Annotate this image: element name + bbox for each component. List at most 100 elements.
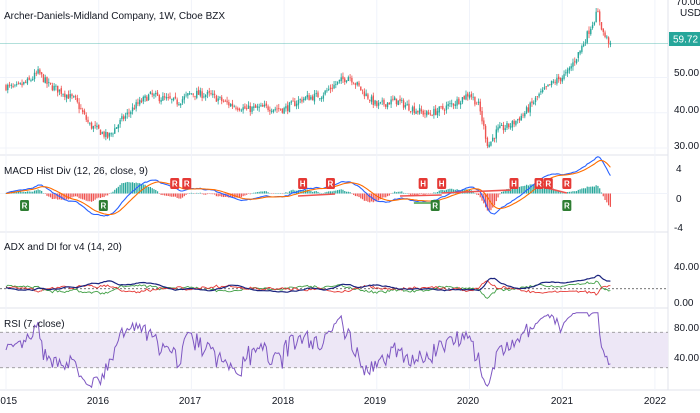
bearish-divergence-label: R: [562, 178, 572, 189]
divergence-labels: R RR R H R H HRH R R RR: [20, 178, 572, 211]
histogram-bar: [395, 192, 398, 194]
candle-body: [35, 72, 38, 74]
candle-body: [319, 98, 321, 100]
rsi-pane[interactable]: [0, 312, 668, 389]
label-box: [170, 178, 180, 189]
histogram-bar: [133, 183, 135, 194]
histogram-bar: [358, 193, 360, 198]
candle-body: [294, 101, 296, 107]
candle-body: [147, 94, 150, 101]
candle-body: [233, 106, 235, 108]
candle-body: [338, 79, 341, 82]
histogram-bar: [449, 188, 451, 194]
histogram-bar: [591, 186, 594, 194]
histogram-bar: [92, 193, 94, 201]
candle-body: [89, 123, 91, 125]
histogram-bar: [313, 191, 316, 194]
histogram-bar: [506, 188, 508, 194]
candle-body: [582, 44, 585, 47]
candle-body: [354, 83, 357, 85]
histogram-bar: [174, 193, 176, 197]
candle-body: [58, 89, 61, 92]
candle-body: [115, 127, 118, 129]
histogram-bar: [543, 185, 546, 194]
candle-body: [481, 110, 483, 122]
label-box: [543, 178, 553, 189]
histogram-bar: [180, 193, 182, 199]
histogram-bar: [146, 186, 148, 194]
histogram-bar: [445, 189, 447, 194]
histogram-bar: [522, 186, 524, 194]
candle-body: [520, 115, 522, 121]
histogram-bar: [579, 189, 581, 194]
candle-body: [574, 61, 576, 63]
candle-body: [44, 77, 46, 83]
adx-pane[interactable]: [0, 274, 668, 299]
candle-body: [408, 103, 410, 111]
candle-body: [192, 93, 194, 95]
rsi-tick: 80.00: [674, 323, 699, 334]
candle-body: [374, 100, 376, 105]
histogram-bar: [520, 186, 522, 194]
candle-body: [103, 131, 105, 137]
histogram-bar: [89, 193, 91, 202]
candle-body: [420, 109, 423, 112]
candle-body: [203, 96, 205, 98]
candle-body: [156, 92, 159, 96]
label-text: H: [511, 180, 517, 189]
candle-body: [599, 11, 601, 22]
candle-body: [486, 137, 489, 146]
candle-body: [468, 95, 471, 98]
macd-tick: -4: [674, 223, 683, 234]
histogram-bar: [30, 191, 32, 194]
histogram-bar: [237, 193, 239, 198]
macd-pane[interactable]: R RR R H R H HRH R R RR: [5, 156, 612, 217]
price-pane[interactable]: [0, 8, 668, 149]
histogram-bar: [559, 192, 562, 194]
label-box: [298, 178, 308, 189]
candle-body: [543, 87, 546, 90]
histogram-bar: [190, 192, 193, 194]
candle-body: [518, 118, 521, 121]
candle-body: [90, 122, 93, 129]
candle-body: [442, 106, 444, 110]
candle-body: [360, 86, 362, 91]
histogram-bar: [524, 185, 526, 194]
histogram-bar: [572, 191, 574, 194]
label-box: [562, 178, 572, 189]
candle-body: [32, 78, 34, 80]
histogram-bar: [502, 191, 505, 194]
candle-body: [572, 62, 574, 67]
histogram-bar: [312, 191, 314, 194]
candle-body: [447, 104, 449, 107]
candle-body: [547, 84, 549, 87]
histogram-bar: [508, 188, 510, 194]
label-text: R: [536, 180, 542, 189]
candle-body: [73, 96, 75, 98]
candle-body: [119, 119, 121, 125]
histogram-bar: [570, 191, 572, 194]
candle-body: [71, 94, 73, 97]
candle-body: [33, 72, 36, 80]
candle-body: [556, 77, 558, 84]
histogram-bar: [112, 191, 114, 194]
candle-body: [500, 125, 503, 126]
histogram-bar: [242, 193, 244, 197]
histogram-bar: [103, 193, 105, 198]
candle-body: [465, 94, 467, 100]
histogram-bar: [379, 193, 382, 200]
histogram-bar: [481, 193, 483, 201]
histogram-bar: [130, 182, 132, 194]
candle-body: [112, 133, 114, 135]
histogram-bar: [94, 193, 96, 200]
histogram-bar: [110, 192, 112, 194]
candle-body: [26, 78, 29, 84]
histogram-bar: [160, 193, 162, 195]
histogram-bar: [583, 188, 585, 194]
candle-body: [262, 105, 264, 107]
candle-body: [597, 11, 599, 13]
histogram-bar: [181, 193, 184, 198]
candle-body: [60, 88, 62, 94]
bearish-divergence-label: R: [325, 178, 335, 189]
